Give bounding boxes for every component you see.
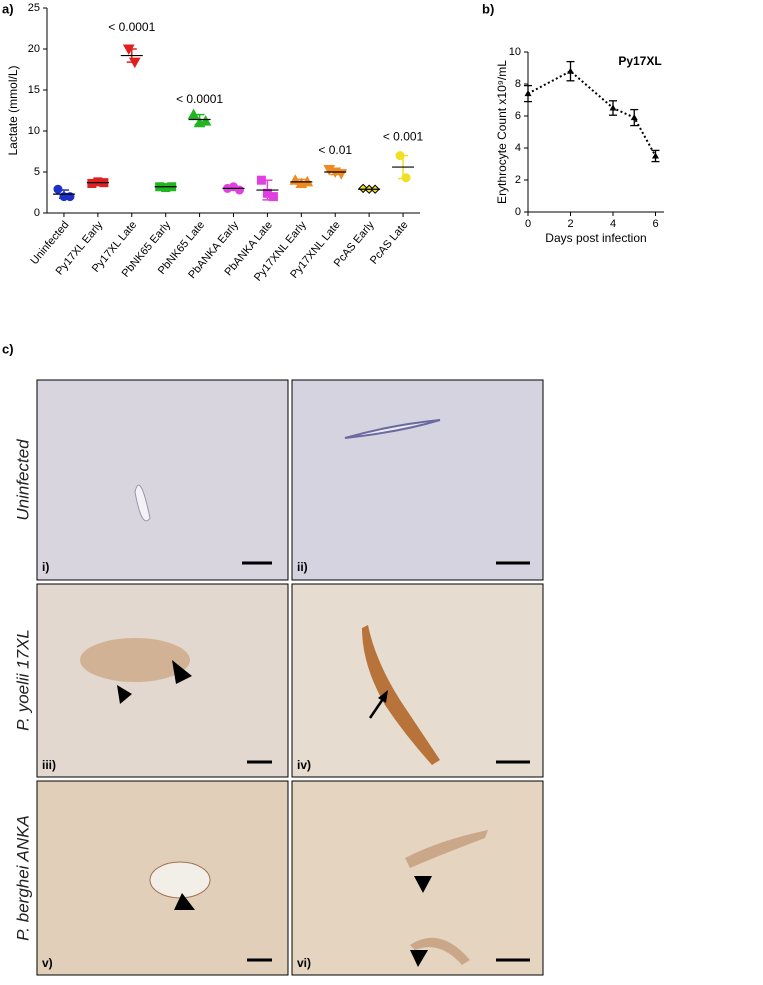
y-tick-label: 6: [515, 110, 521, 122]
x-tick-label: 4: [610, 218, 616, 230]
x-tick-label: 6: [652, 218, 658, 230]
annotation: < 0.001: [383, 130, 424, 144]
y-tick-label: 10: [28, 125, 40, 137]
panel-number: i): [42, 560, 49, 574]
point: [652, 152, 659, 159]
point: [358, 183, 368, 194]
row-label: P. berghei ANKA: [13, 815, 32, 941]
y-tick-label: 4: [515, 142, 521, 154]
x-tick-label: 0: [525, 218, 531, 230]
vessel: [405, 830, 488, 868]
panel-label: b): [482, 1, 494, 16]
micrograph: [36, 379, 289, 581]
point: [128, 57, 141, 69]
vessel: [134, 484, 151, 522]
annotation: < 0.0001: [108, 20, 155, 34]
point: [567, 67, 574, 74]
vessel: [344, 419, 441, 439]
micrograph: [291, 379, 544, 581]
annotation: < 0.0001: [176, 92, 223, 106]
point: [53, 184, 63, 194]
panel-number: iv): [297, 758, 311, 772]
arrow: [378, 690, 388, 703]
panel-label: a): [2, 1, 14, 16]
point: [395, 151, 405, 161]
vessel: [410, 937, 470, 965]
point: [256, 175, 266, 185]
x-tick-label: 2: [567, 218, 573, 230]
panel-number: vi): [297, 956, 311, 970]
panel-number: ii): [297, 560, 308, 574]
arrowhead: [174, 893, 195, 910]
y-tick-label: 20: [28, 43, 40, 55]
micrograph: [36, 583, 289, 778]
point: [609, 104, 617, 111]
row-label: Uninfected: [13, 439, 32, 521]
x-axis-label: Days post infection: [545, 231, 646, 245]
arrowhead: [117, 685, 132, 704]
point: [235, 185, 244, 195]
point: [199, 115, 212, 126]
point: [122, 44, 135, 56]
y-tick-label: 15: [28, 84, 40, 96]
y-axis-label: Erythrocyte Count x10⁹/mL: [495, 60, 509, 204]
arrowhead: [410, 950, 428, 967]
y-tick-label: 5: [34, 166, 40, 178]
chart-title: Py17XL: [618, 54, 661, 68]
point: [268, 192, 278, 202]
y-tick-label: 0: [34, 207, 40, 219]
point: [524, 90, 532, 97]
panel-label: c): [2, 341, 14, 356]
point: [630, 114, 638, 121]
micrographs: i) ii) iii) iv) v) vi) Uninfected P. yoe…: [13, 379, 544, 976]
y-tick-label: 10: [509, 46, 521, 58]
arrowhead: [414, 876, 432, 893]
panel-number: v): [42, 956, 53, 970]
y-tick-label: 0: [515, 206, 521, 218]
y-tick-label: 8: [515, 78, 521, 90]
y-axis-label: Lactate (mmol/L): [6, 65, 20, 155]
row-label: P. yoelii 17XL: [13, 629, 32, 731]
vessel: [149, 861, 211, 899]
annotation: < 0.01: [318, 143, 352, 157]
y-tick-label: 25: [28, 2, 40, 14]
line: [527, 69, 657, 157]
panel-number: iii): [42, 758, 56, 772]
point: [187, 108, 200, 120]
y-tick-label: 2: [515, 174, 521, 186]
vessel: [362, 625, 440, 765]
stain: [80, 638, 190, 682]
arrowhead: [172, 660, 192, 684]
point: [401, 173, 411, 183]
